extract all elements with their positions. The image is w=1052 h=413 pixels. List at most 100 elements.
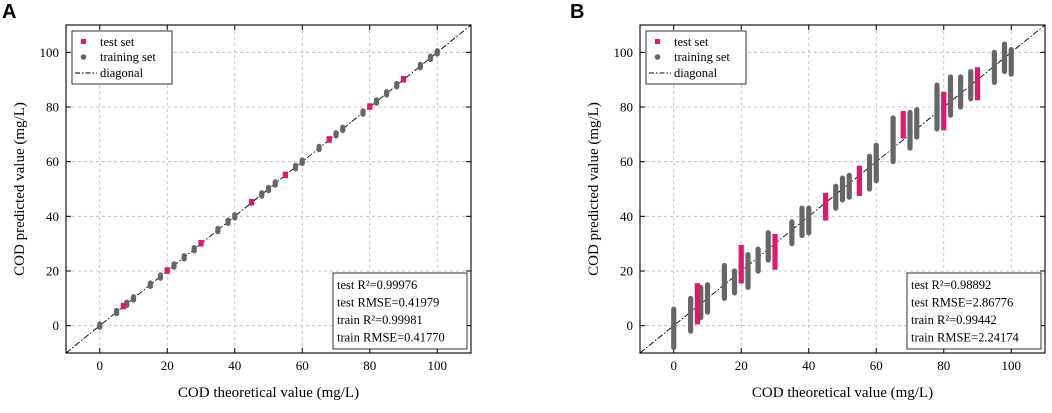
- training-point: [833, 183, 839, 211]
- y-tick-label: 60: [620, 154, 633, 169]
- test-point: [198, 239, 204, 247]
- x-tick-label: 80: [363, 358, 376, 373]
- training-point: [688, 295, 694, 334]
- x-tick-label: 100: [1002, 358, 1022, 373]
- test-point: [164, 267, 170, 274]
- training-point: [360, 108, 366, 117]
- test-point: [282, 171, 288, 179]
- test-point: [249, 198, 255, 206]
- legend-test-label: test set: [100, 35, 135, 49]
- test-point: [738, 244, 744, 284]
- x-tick-label: 60: [870, 358, 883, 373]
- test-point: [367, 103, 373, 110]
- y-tick-label: 60: [46, 154, 59, 169]
- test-point: [974, 67, 981, 101]
- training-point: [147, 280, 153, 289]
- training-point: [755, 246, 761, 274]
- y-tick-label: 0: [53, 318, 60, 333]
- training-point: [968, 68, 974, 102]
- training-point: [789, 219, 795, 247]
- stats-line: test R²=0.98892: [911, 278, 991, 292]
- legend-test-marker: [655, 39, 660, 44]
- training-point: [721, 262, 727, 301]
- training-point: [181, 253, 187, 262]
- training-point: [765, 230, 771, 263]
- x-axis-label: COD theoretical value (mg/L): [178, 385, 359, 401]
- training-point: [215, 225, 221, 235]
- training-point: [417, 61, 423, 71]
- test-point: [941, 91, 947, 131]
- panel-label-b: B: [570, 1, 584, 23]
- training-point: [839, 175, 846, 203]
- legend-diagonal-label: diagonal: [100, 66, 144, 80]
- training-point: [947, 74, 954, 118]
- legend-box: [71, 30, 173, 85]
- legend-test-label: test set: [674, 35, 709, 49]
- test-point: [772, 233, 778, 270]
- y-tick-label: 40: [46, 209, 59, 224]
- y-tick-label: 0: [627, 318, 634, 333]
- training-point: [384, 89, 390, 98]
- training-point: [704, 282, 711, 315]
- test-point: [326, 136, 332, 143]
- x-tick-label: 100: [428, 358, 448, 373]
- training-point: [866, 153, 873, 192]
- legend-test-marker: [81, 39, 86, 44]
- training-point: [265, 184, 272, 194]
- test-point: [823, 192, 829, 221]
- stats-line: test R²=0.99976: [337, 278, 417, 292]
- training-point: [259, 190, 265, 199]
- stats-line: train RMSE=0.41770: [337, 331, 445, 345]
- stats-line: test RMSE=0.41979: [337, 296, 439, 310]
- y-tick-label: 80: [46, 100, 59, 115]
- training-point: [232, 212, 238, 221]
- panel-b-plot: 0 0 20 20 40 40 60 60 80 80 100 100 COD theoretical …: [586, 24, 1046, 401]
- plot-frame: [639, 24, 1046, 354]
- training-point: [890, 115, 896, 165]
- test-point: [400, 75, 407, 83]
- x-tick-label: 40: [802, 358, 815, 373]
- legend-training-label: training set: [674, 50, 730, 64]
- x-axis-label: COD theoretical value (mg/L): [752, 385, 933, 401]
- panel-label-a: A: [2, 1, 16, 23]
- training-point: [225, 217, 231, 227]
- panel-a-plot: 0 0 20 20 40 40 60 60 80 80 100 100 COD theoretical …: [12, 24, 472, 401]
- training-point: [299, 157, 305, 166]
- x-tick-label: 0: [671, 358, 678, 373]
- x-tick-label: 80: [937, 358, 950, 373]
- training-point: [114, 307, 120, 317]
- test-point: [856, 165, 862, 196]
- training-point: [427, 53, 434, 63]
- plot-frame: [65, 24, 472, 354]
- training-point: [846, 172, 852, 200]
- y-axis-label: COD predicted value (mg/L): [586, 102, 602, 276]
- training-point: [799, 205, 805, 239]
- test-point: [900, 110, 906, 139]
- x-tick-label: 40: [228, 358, 241, 373]
- training-point: [130, 294, 137, 303]
- x-tick-label: 20: [161, 358, 174, 373]
- training-point: [806, 205, 812, 236]
- plot-data: [640, 25, 1045, 353]
- stats-line: train R²=0.99981: [337, 313, 423, 327]
- training-point: [340, 124, 346, 134]
- plot-data: [66, 25, 471, 353]
- training-point: [292, 162, 299, 172]
- x-tick-label: 60: [296, 358, 309, 373]
- y-tick-label: 100: [40, 45, 60, 60]
- training-point: [191, 244, 197, 254]
- stats-line: train RMSE=2.24174: [911, 331, 1019, 345]
- training-point: [316, 143, 322, 153]
- training-point: [731, 268, 738, 296]
- training-point: [958, 74, 964, 110]
- y-tick-label: 80: [620, 100, 633, 115]
- training-point: [745, 252, 751, 290]
- stats-box: [332, 272, 468, 350]
- training-point: [671, 306, 677, 351]
- x-tick-label: 0: [97, 358, 104, 373]
- training-point: [914, 107, 920, 140]
- x-tick-label: 20: [735, 358, 748, 373]
- training-point: [333, 130, 339, 139]
- training-point: [394, 80, 400, 90]
